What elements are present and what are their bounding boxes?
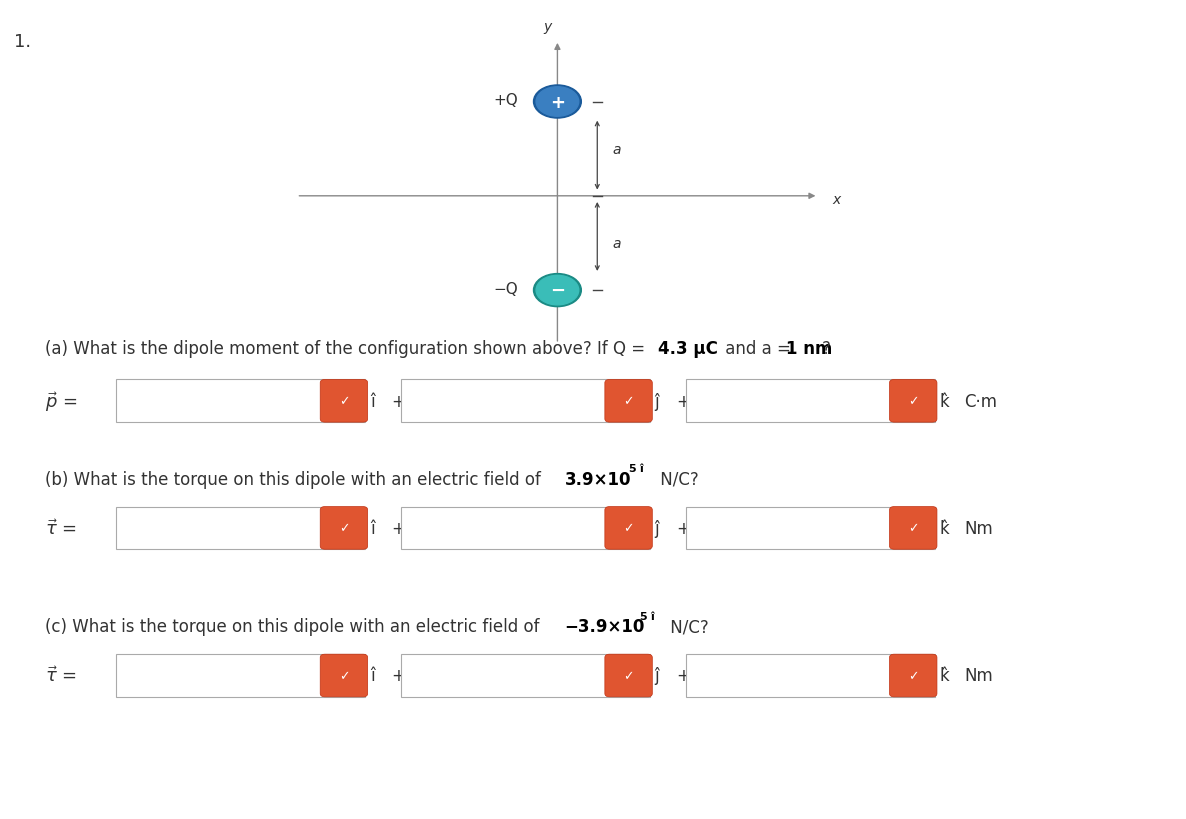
FancyBboxPatch shape	[605, 380, 652, 423]
Text: ?: ?	[822, 339, 830, 357]
Text: +: +	[676, 519, 690, 537]
Text: î: î	[370, 519, 375, 537]
Circle shape	[534, 86, 581, 119]
Circle shape	[536, 88, 579, 117]
Text: C·m: C·m	[964, 392, 997, 410]
Text: ✓: ✓	[339, 669, 349, 682]
Text: ĵ: ĵ	[655, 667, 659, 685]
FancyBboxPatch shape	[401, 507, 650, 550]
Text: a: a	[613, 143, 621, 156]
Text: −Q: −Q	[493, 282, 518, 296]
Text: N/C?: N/C?	[655, 470, 699, 488]
Text: +: +	[391, 667, 406, 685]
Text: 1 nm: 1 nm	[786, 339, 833, 357]
FancyBboxPatch shape	[686, 380, 935, 423]
Text: −: −	[550, 282, 565, 300]
Text: î: î	[639, 464, 643, 473]
FancyBboxPatch shape	[116, 507, 365, 550]
Text: ✓: ✓	[339, 522, 349, 535]
Text: y: y	[544, 20, 551, 34]
Text: Nm: Nm	[964, 667, 993, 685]
Text: 1.: 1.	[14, 33, 31, 51]
FancyBboxPatch shape	[320, 507, 368, 550]
Text: +: +	[391, 392, 406, 410]
Text: +: +	[676, 667, 690, 685]
FancyBboxPatch shape	[686, 654, 935, 697]
Text: +Q: +Q	[493, 93, 518, 108]
Text: ✓: ✓	[624, 522, 633, 535]
FancyBboxPatch shape	[686, 507, 935, 550]
Text: x: x	[833, 192, 841, 207]
Text: +: +	[550, 93, 565, 111]
Text: −3.9×10: −3.9×10	[565, 618, 645, 636]
Text: $\vec{p}$ =: $\vec{p}$ =	[45, 389, 77, 414]
Text: 4.3 μC: 4.3 μC	[658, 339, 718, 357]
Text: N/C?: N/C?	[665, 618, 709, 636]
Text: 5: 5	[639, 611, 646, 621]
Text: ✓: ✓	[624, 395, 633, 408]
Text: and a =: and a =	[720, 339, 796, 357]
Text: ✓: ✓	[908, 522, 918, 535]
Text: î: î	[650, 611, 653, 621]
FancyBboxPatch shape	[401, 380, 650, 423]
Text: +: +	[676, 392, 690, 410]
FancyBboxPatch shape	[605, 654, 652, 697]
Text: $\vec{\tau}$ =: $\vec{\tau}$ =	[45, 518, 77, 538]
Text: (b) What is the torque on this dipole with an electric field of: (b) What is the torque on this dipole wi…	[45, 470, 547, 488]
FancyBboxPatch shape	[116, 380, 365, 423]
Text: (c) What is the torque on this dipole with an electric field of: (c) What is the torque on this dipole wi…	[45, 618, 544, 636]
Text: k̂: k̂	[939, 519, 949, 537]
Text: a: a	[613, 237, 621, 251]
FancyBboxPatch shape	[401, 654, 650, 697]
Circle shape	[536, 276, 579, 305]
FancyBboxPatch shape	[116, 654, 365, 697]
Circle shape	[534, 274, 581, 307]
Text: k̂: k̂	[939, 667, 949, 685]
FancyBboxPatch shape	[890, 507, 937, 550]
Text: ✓: ✓	[908, 395, 918, 408]
Text: $\vec{\tau}$ =: $\vec{\tau}$ =	[45, 666, 77, 686]
Text: î: î	[370, 667, 375, 685]
Text: ✓: ✓	[624, 669, 633, 682]
FancyBboxPatch shape	[890, 654, 937, 697]
FancyBboxPatch shape	[320, 654, 368, 697]
Text: ĵ: ĵ	[655, 392, 659, 410]
Text: ĵ: ĵ	[655, 519, 659, 537]
Text: 5: 5	[629, 464, 636, 473]
FancyBboxPatch shape	[605, 507, 652, 550]
Text: +: +	[391, 519, 406, 537]
Text: î: î	[370, 392, 375, 410]
Text: ✓: ✓	[339, 395, 349, 408]
Text: ✓: ✓	[908, 669, 918, 682]
Text: 3.9×10: 3.9×10	[565, 470, 631, 488]
Text: k̂: k̂	[939, 392, 949, 410]
FancyBboxPatch shape	[890, 380, 937, 423]
FancyBboxPatch shape	[320, 380, 368, 423]
Text: (a) What is the dipole moment of the configuration shown above? If Q =: (a) What is the dipole moment of the con…	[45, 339, 650, 357]
Text: Nm: Nm	[964, 519, 993, 537]
